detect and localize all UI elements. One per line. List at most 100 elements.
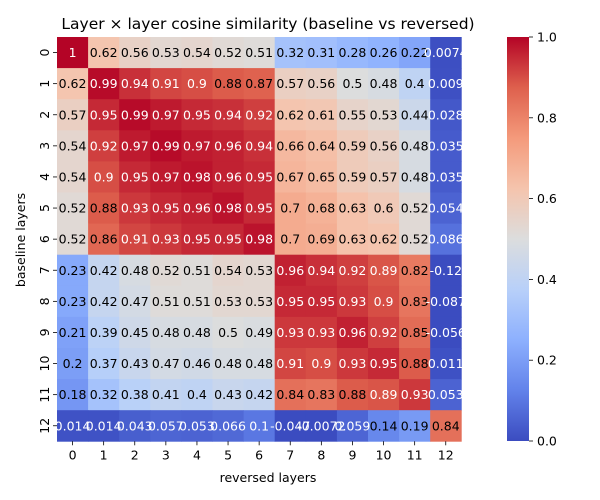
heatmap-cell — [274, 99, 307, 131]
cell-value-label: 0.97 — [183, 138, 211, 153]
heatmap-cell — [243, 348, 276, 380]
heatmap-cell — [181, 316, 213, 349]
heatmap-cell — [150, 379, 182, 411]
cell-value-label: 0.88 — [214, 76, 242, 91]
colorbar-tick-label: 0.4 — [537, 272, 557, 287]
heatmap-cell — [57, 37, 89, 69]
cell-value-label: 0.92 — [339, 263, 367, 278]
cell-value-label: 0.63 — [339, 201, 367, 216]
heatmap-cell — [243, 316, 276, 349]
cell-value-label: 0.92 — [90, 138, 118, 153]
heatmap-cell — [119, 192, 151, 224]
heatmap-cell — [212, 161, 244, 193]
cell-value-label: 0.95 — [152, 201, 180, 216]
heatmap-cell — [57, 99, 89, 131]
cell-value-label: 0.42 — [245, 387, 273, 402]
y-tick-label: 5 — [37, 204, 52, 212]
heatmap-cell — [430, 99, 462, 131]
x-tick-label: 12 — [438, 447, 454, 462]
cell-value-label: 0.48 — [245, 356, 273, 371]
cell-value-label: 0.94 — [245, 138, 273, 153]
cell-value-label: 0.94 — [121, 76, 149, 91]
heatmap-cell — [181, 37, 213, 69]
heatmap-cell — [305, 316, 338, 349]
heatmap-cell — [181, 161, 213, 193]
cell-value-label: 0.87 — [245, 76, 273, 91]
cell-value-label: 0.95 — [183, 232, 211, 247]
cell-value-label: 0.48 — [152, 325, 180, 340]
cell-value-label: 0.053 — [428, 387, 464, 402]
cell-value-label: 0.035 — [428, 138, 464, 153]
heatmap-cell — [119, 161, 151, 193]
y-tick-label: 8 — [37, 297, 52, 305]
cell-value-label: 0.38 — [121, 387, 149, 402]
heatmap-cell — [243, 192, 276, 224]
cell-value-label: 0.57 — [59, 107, 87, 122]
cell-value-label: 0.043 — [117, 418, 153, 433]
heatmap-cell — [368, 99, 400, 131]
heatmap-cell — [274, 68, 307, 100]
cell-value-label: 0.035 — [428, 169, 464, 184]
cell-value-label: 0.086 — [428, 232, 464, 247]
cell-value-label: 0.68 — [307, 201, 335, 216]
heatmap-cell — [243, 37, 276, 69]
cell-value-label: 0.93 — [339, 294, 367, 309]
heatmap-cell — [399, 99, 431, 131]
heatmap-cell — [119, 130, 151, 162]
heatmap-cell — [181, 379, 213, 411]
heatmap-cell — [150, 68, 182, 100]
heatmap-cell — [212, 192, 244, 224]
heatmap-cell — [150, 37, 182, 69]
heatmap-cell — [212, 316, 244, 349]
heatmap-cell — [57, 130, 89, 162]
heatmap-cell — [305, 379, 338, 411]
heatmap-cell — [399, 223, 431, 256]
heatmap-cell — [399, 192, 431, 224]
cell-value-label: 0.22 — [401, 45, 429, 60]
cell-value-label: 0.84 — [432, 418, 460, 433]
heatmap-cell — [88, 254, 120, 287]
y-tick-label: 10 — [37, 356, 52, 372]
heatmap-cell — [212, 223, 244, 256]
cell-value-label: 0.32 — [276, 45, 304, 60]
cell-value-label: 0.62 — [370, 232, 398, 247]
heatmap-cell — [150, 254, 182, 287]
colorbar-tick-label: 1.0 — [537, 30, 557, 45]
cell-value-label: 0.99 — [121, 107, 149, 122]
heatmap-cell — [430, 254, 462, 287]
cell-value-label: 0.011 — [428, 356, 464, 371]
colorbar-tick-label: 0.8 — [537, 110, 557, 125]
cell-value-label: -0.087 — [426, 294, 466, 309]
heatmap-cell — [181, 68, 213, 100]
cell-value-label: 0.56 — [121, 45, 149, 60]
cell-value-label: 0.64 — [307, 138, 335, 153]
cell-value-label: 0.96 — [339, 325, 367, 340]
cell-value-label: 0.014 — [86, 418, 122, 433]
cell-value-label: 0.31 — [307, 45, 335, 60]
colorbar — [507, 37, 529, 441]
cell-value-label: 0.96 — [214, 169, 242, 184]
cell-value-label: 0.96 — [183, 201, 211, 216]
cell-value-label: 0.49 — [245, 325, 273, 340]
heatmap-cell — [119, 316, 151, 349]
heatmap-cell — [274, 161, 307, 193]
heatmap-cell — [212, 99, 244, 131]
cell-value-label: 0.46 — [183, 356, 211, 371]
cell-value-label: -0.056 — [426, 325, 466, 340]
cell-value-label: 0.62 — [59, 76, 87, 91]
heatmap-cell — [212, 130, 244, 162]
cell-value-label: 0.95 — [90, 107, 118, 122]
x-tick-label: 7 — [286, 447, 294, 462]
cell-value-label: 0.83 — [401, 294, 429, 309]
cell-value-label: 0.56 — [307, 76, 335, 91]
heatmap-cell — [274, 192, 307, 224]
heatmap-cell — [336, 99, 369, 131]
cell-value-label: 0.51 — [183, 263, 211, 278]
y-tick-label: 11 — [37, 387, 52, 403]
cell-value-label: 0.85 — [401, 325, 429, 340]
heatmap-cell — [88, 161, 120, 193]
heatmap-cell — [305, 68, 338, 100]
y-tick-label: 9 — [37, 328, 52, 336]
cell-value-label: -0.047 — [270, 418, 310, 433]
cell-value-label: 0.61 — [307, 107, 335, 122]
